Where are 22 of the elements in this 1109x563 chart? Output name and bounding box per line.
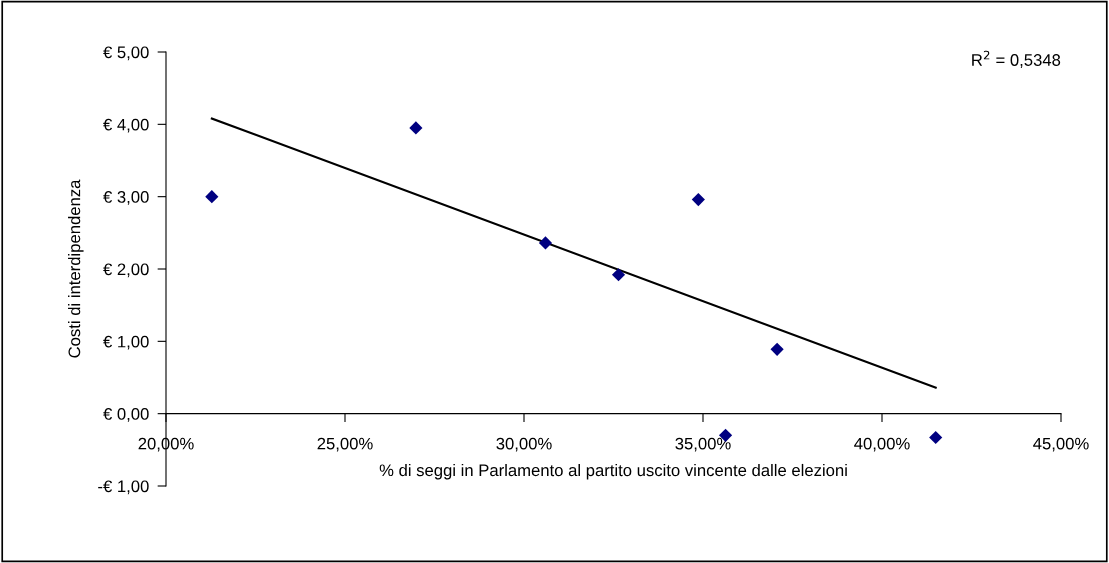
point (611, 268, 626, 282)
y-tick-label: € 4,00 (103, 118, 149, 133)
x-tick-label: 40,00% (854, 437, 910, 452)
y-tick-label: € 2,00 (103, 263, 149, 278)
point (409, 121, 423, 135)
x-tick-label: 45,00% (1033, 437, 1089, 452)
x-tick-label: 30,00% (496, 437, 552, 452)
annotation: R$^{2}$ = 0,5348 (972, 50, 1061, 68)
point (538, 236, 553, 250)
point (770, 342, 784, 356)
y-tick-label: € 5,00 (103, 46, 149, 61)
x-tick-label: 35,00% (675, 437, 731, 452)
y-tick-label: € 1,00 (103, 335, 149, 350)
point (929, 430, 943, 445)
y-tick-label: -€ 1,00 (98, 480, 149, 495)
x-axis-title: % di seggi in Parlamento al partito uscito vincente dalle elezioni (379, 463, 847, 480)
y-axis-title: Costi di interdipendenza (68, 179, 84, 358)
y-tick-label: € 0,00 (103, 408, 149, 422)
y-tick-label: € 3,00 (103, 191, 149, 205)
x-tick-label: 25,00% (317, 437, 373, 452)
point (205, 190, 219, 204)
point (691, 192, 705, 207)
